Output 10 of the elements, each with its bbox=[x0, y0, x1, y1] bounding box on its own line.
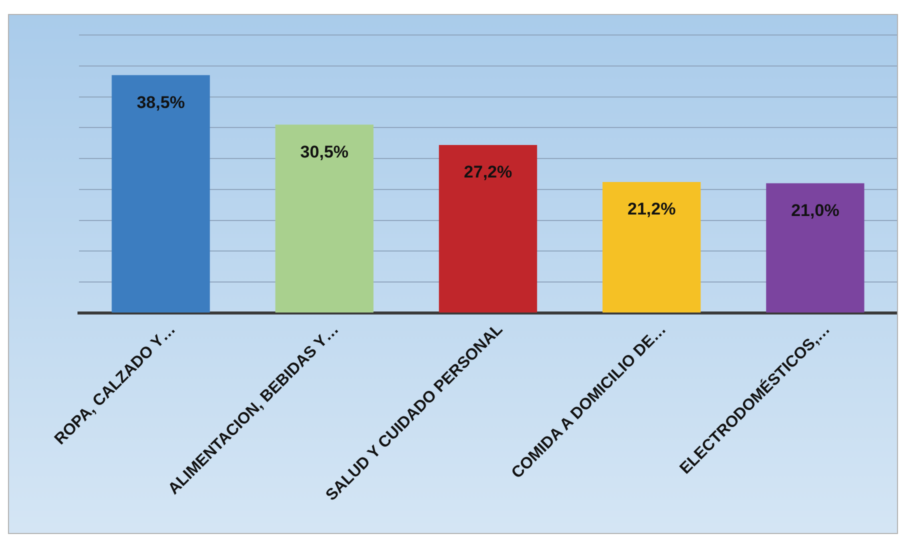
bar bbox=[438, 144, 538, 312]
data-label: 21,0% bbox=[791, 200, 840, 220]
bar bbox=[602, 182, 701, 312]
bar bbox=[766, 183, 864, 312]
data-label: 21,2% bbox=[628, 200, 676, 219]
data-label: 27,2% bbox=[464, 162, 512, 182]
bar bbox=[112, 75, 210, 312]
data-label: 30,5% bbox=[300, 142, 348, 162]
data-label: 38,5% bbox=[136, 92, 185, 112]
bar bbox=[275, 124, 374, 312]
